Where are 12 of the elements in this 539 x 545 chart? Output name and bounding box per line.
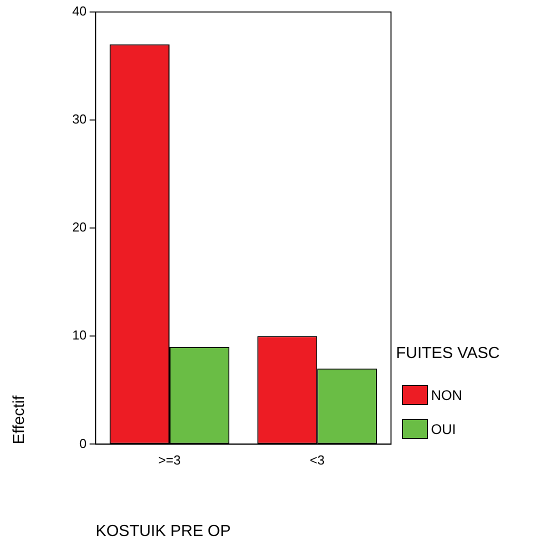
y-tick-label: 10 xyxy=(72,328,87,343)
y-tick-label: 40 xyxy=(72,4,87,19)
y-tick-label: 20 xyxy=(72,220,87,235)
y-tick-label: 30 xyxy=(72,112,87,127)
legend-label: NON xyxy=(431,387,462,403)
legend-title: FUITES VASC xyxy=(396,345,500,363)
y-tick-label: 0 xyxy=(79,436,87,451)
legend-label: OUI xyxy=(431,421,456,437)
y-axis-title: Effectif xyxy=(11,395,28,444)
x-axis-title: KOSTUIK PRE OP xyxy=(96,522,231,540)
x-tick-label: >=3 xyxy=(158,452,181,468)
x-tick-label: <3 xyxy=(310,452,325,468)
